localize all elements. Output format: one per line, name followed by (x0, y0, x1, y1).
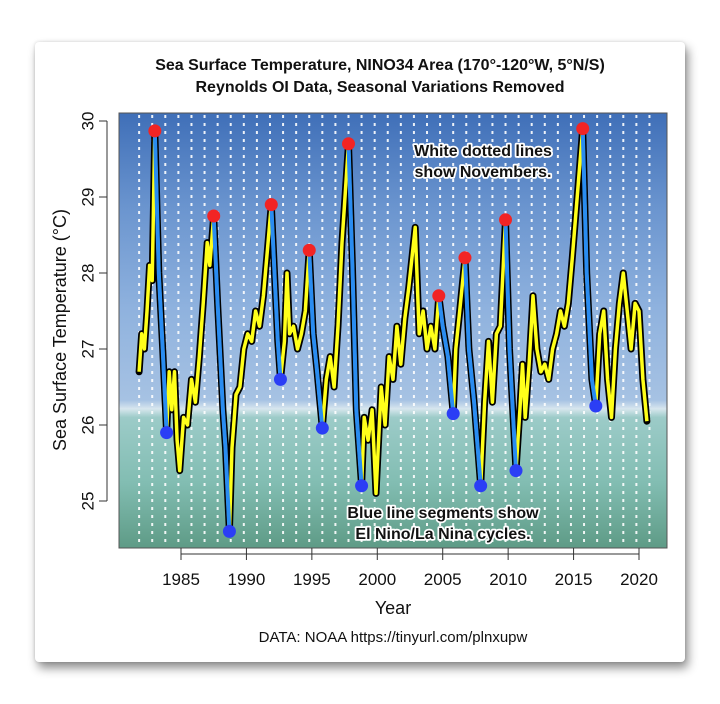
enso-segment (211, 215, 232, 532)
x-tick-label: 2010 (489, 570, 527, 589)
el-nino-peak-marker (432, 289, 446, 303)
el-nino-peak-marker (341, 137, 355, 151)
la-nina-trough-marker (273, 372, 287, 386)
el-nino-peak-marker (499, 213, 513, 227)
enso-segment (463, 257, 483, 486)
y-tick-label: 27 (78, 340, 97, 359)
el-nino-peak-marker (264, 198, 278, 212)
enso-segment (503, 219, 518, 471)
la-nina-trough-marker (446, 407, 460, 421)
y-axis: 25 26 27 28 29 30 (78, 112, 108, 511)
annotation-november-line2: show Novembers. (415, 164, 552, 181)
y-tick-label: 28 (78, 264, 97, 283)
y-tick-label: 25 (78, 492, 97, 511)
x-axis-label: Year (375, 598, 411, 618)
la-nina-trough-marker (589, 399, 603, 413)
chart-title: Sea Surface Temperature, NINO34 Area (17… (155, 57, 605, 74)
annotation-blue-line1: Blue line segments show (347, 505, 539, 522)
enso-segment (307, 250, 325, 429)
y-axis-label: Sea Surface Temperature (°C) (50, 209, 70, 451)
x-tick-label: 2020 (620, 570, 658, 589)
la-nina-trough-marker (509, 464, 523, 478)
el-nino-peak-marker (576, 122, 590, 136)
enso-segment (346, 143, 364, 486)
x-tick-label: 2005 (424, 570, 462, 589)
series-line (137, 126, 649, 534)
x-tick-label: 2000 (358, 570, 396, 589)
data-source: DATA: NOAA https://tinyurl.com/plnxupw (259, 629, 528, 646)
y-tick-label: 29 (78, 188, 97, 207)
la-nina-trough-marker (474, 479, 488, 493)
annotation-blue-line2: El Nino/La Nina cycles. (355, 526, 530, 543)
enso-segment (580, 128, 598, 407)
el-nino-peak-marker (458, 251, 472, 265)
el-nino-peak-marker (207, 209, 221, 223)
annotation-november-line1: White dotted lines (414, 143, 552, 160)
la-nina-trough-marker (160, 426, 174, 440)
data-markers (148, 122, 603, 538)
y-tick-label: 30 (78, 112, 97, 131)
enso-segment (269, 204, 283, 380)
el-nino-peak-marker (148, 124, 162, 138)
x-tick-label: 2015 (555, 570, 593, 589)
la-nina-trough-marker (355, 479, 369, 493)
el-nino-peak-marker (302, 243, 316, 257)
x-tick-label: 1990 (228, 570, 266, 589)
la-nina-trough-marker (222, 524, 236, 538)
enso-segment (152, 130, 169, 433)
x-tick-label: 1995 (293, 570, 331, 589)
x-axis: 1985 1990 1995 2000 2005 2010 2015 2020 (162, 548, 658, 589)
chart-subtitle: Reynolds OI Data, Seasonal Variations Re… (195, 79, 564, 96)
data-lines (135, 125, 651, 535)
enso-segment (436, 295, 456, 414)
x-tick-label: 1985 (162, 570, 200, 589)
y-tick-label: 26 (78, 416, 97, 435)
la-nina-trough-marker (315, 421, 329, 435)
